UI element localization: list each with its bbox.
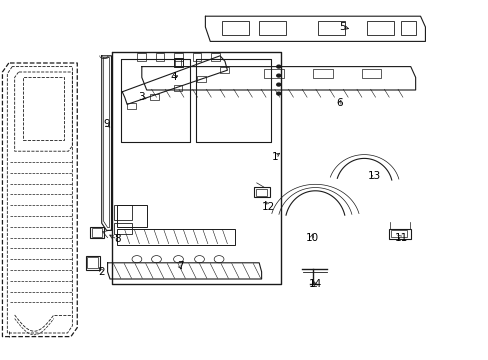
Circle shape [276, 92, 280, 95]
Text: 8: 8 [114, 234, 121, 244]
Text: 3: 3 [138, 92, 145, 102]
Bar [137, 53, 145, 61]
Bar [114, 223, 131, 234]
Text: 7: 7 [176, 261, 183, 271]
Bar [174, 53, 183, 61]
Bar [117, 229, 234, 245]
Bar [361, 69, 381, 78]
Bar [90, 227, 104, 238]
Bar [192, 53, 201, 61]
Bar [85, 256, 100, 270]
Text: 10: 10 [305, 233, 318, 243]
Bar [255, 189, 267, 196]
Bar [220, 67, 228, 73]
Circle shape [276, 65, 280, 68]
Bar [211, 53, 220, 61]
Bar [114, 205, 131, 220]
Bar [117, 205, 146, 227]
Bar [92, 228, 102, 237]
Text: 13: 13 [366, 171, 380, 181]
Bar [222, 21, 249, 35]
Bar [150, 94, 159, 100]
Bar [127, 103, 136, 109]
Bar [175, 59, 181, 66]
Text: 12: 12 [261, 202, 274, 212]
Bar [259, 21, 285, 35]
Text: 4: 4 [170, 72, 177, 82]
Text: 2: 2 [98, 267, 105, 277]
Circle shape [276, 83, 280, 86]
Text: 11: 11 [393, 233, 407, 243]
Bar [312, 69, 332, 78]
Text: 9: 9 [103, 119, 110, 129]
Bar [390, 230, 407, 237]
Bar [317, 21, 344, 35]
Bar [155, 53, 164, 61]
Bar [196, 76, 205, 82]
Text: 5: 5 [338, 22, 345, 32]
Bar [366, 21, 393, 35]
Bar [254, 187, 269, 197]
Text: 1: 1 [271, 152, 278, 162]
Text: 14: 14 [308, 279, 322, 289]
Bar [173, 85, 182, 91]
Bar [388, 229, 410, 239]
Circle shape [276, 74, 280, 77]
Bar [87, 257, 98, 268]
Bar [264, 69, 283, 78]
Bar [173, 58, 183, 67]
Bar [23, 77, 63, 140]
Bar [400, 21, 415, 35]
Text: 6: 6 [336, 98, 343, 108]
